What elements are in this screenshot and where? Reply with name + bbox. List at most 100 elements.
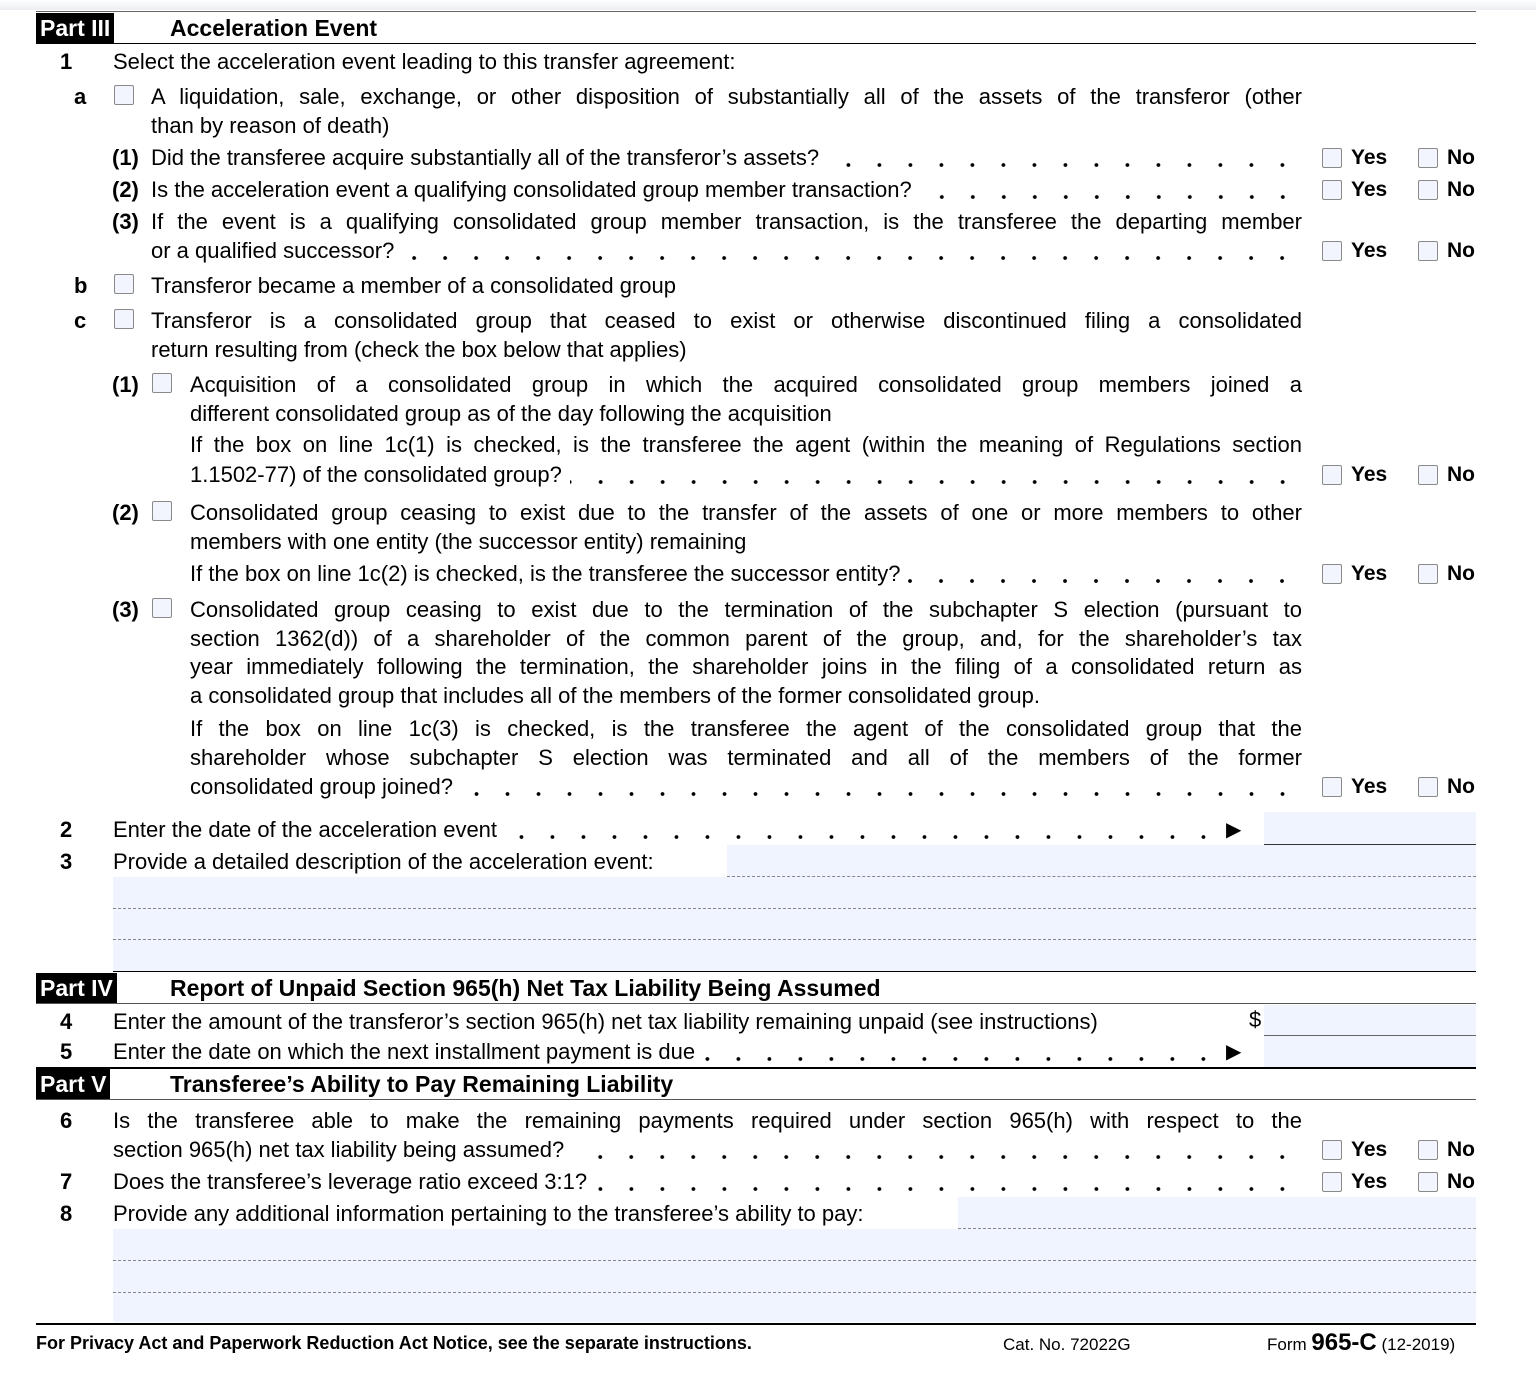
line-1a-text: than by reason of death)	[151, 113, 390, 138]
line-1c2-text: If the box on line 1c(2) is checked, is …	[190, 561, 901, 586]
line-1c-text: return resulting from (check the box bel…	[151, 337, 687, 362]
no-label: No	[1447, 1138, 1475, 1161]
line-6: section 965(h) net tax liability being a…	[113, 1137, 1302, 1163]
dot-leader	[569, 462, 1302, 488]
dot-leader	[572, 1137, 1302, 1163]
line-1a2-text: Is the acceleration event a qualifying c…	[151, 177, 912, 202]
line-1c2-text: members with one entity (the successor e…	[190, 529, 747, 554]
yes-label: Yes	[1351, 562, 1388, 585]
line-1c1-text: different consolidated group as of the d…	[190, 401, 832, 426]
line-2: Enter the date of the acceleration event	[113, 817, 1223, 843]
line-1a-text: A liquidation, sale, exchange, or other …	[151, 84, 1302, 109]
part-v-title: Transferee’s Ability to Pay Remaining Li…	[170, 1071, 674, 1097]
no-label: No	[1447, 178, 1475, 201]
sub-label: (2)	[112, 500, 139, 525]
dot-leader	[402, 238, 1302, 264]
form-prefix: Form	[1267, 1335, 1312, 1354]
no-label: No	[1447, 463, 1475, 486]
description-textarea[interactable]	[113, 845, 1476, 972]
line-1b-text: Transferor became a member of a consolid…	[151, 273, 677, 298]
line-number: 2	[60, 817, 73, 842]
dot-leader	[595, 1169, 1302, 1195]
line-1c1-text: If the box on line 1c(1) is checked, is …	[190, 432, 1302, 457]
yes-label: Yes	[1351, 463, 1388, 486]
no-checkbox-1c3[interactable]	[1418, 777, 1438, 797]
line-1c3-text: shareholder whose subchapter S election …	[190, 745, 1302, 770]
no-label: No	[1447, 239, 1475, 262]
unpaid-liability-input[interactable]	[1264, 1005, 1476, 1036]
checkbox-1c3[interactable]	[152, 598, 172, 618]
privacy-notice: For Privacy Act and Paperwork Reduction …	[36, 1333, 752, 1353]
line-1c2-text: Consolidated group ceasing to exist due …	[190, 500, 1302, 525]
line-number: 4	[60, 1009, 73, 1034]
form-revision: (12-2019)	[1376, 1335, 1456, 1354]
dot-leader	[505, 817, 1223, 843]
line-1c-text: Transferor is a consolidated group that …	[151, 308, 1302, 333]
sub-label: (1)	[112, 145, 139, 170]
checkbox-1b[interactable]	[114, 274, 134, 294]
form-number: 965-C	[1311, 1329, 1377, 1356]
line-number: 1	[60, 49, 73, 74]
line-number: 8	[60, 1201, 73, 1226]
no-checkbox-1c2[interactable]	[1418, 564, 1438, 584]
divider	[36, 1323, 1476, 1325]
yes-checkbox-6[interactable]	[1322, 1140, 1342, 1160]
yes-checkbox-1c2[interactable]	[1322, 564, 1342, 584]
form-id: Form 965-C (12-2019)	[1267, 1331, 1455, 1357]
line-1c3-text: section 1362(d)) of a shareholder of the…	[190, 626, 1302, 651]
divider	[36, 11, 1476, 12]
line-5: Enter the date on which the next install…	[113, 1039, 1223, 1065]
part-iii-label: Part III	[36, 13, 115, 43]
line-1a3-text: or a qualified successor?	[151, 238, 395, 263]
line-5-text: Enter the date on which the next install…	[113, 1039, 696, 1064]
top-shadow	[0, 0, 1536, 10]
line-1a1: Did the transferee acquire substantially…	[151, 145, 1302, 171]
yes-checkbox-7[interactable]	[1322, 1172, 1342, 1192]
arrow-icon: ▶	[1226, 1041, 1242, 1063]
acceleration-date-input[interactable]	[1264, 812, 1476, 845]
line-1c1-text: Acquisition of a consolidated group in w…	[190, 372, 1302, 397]
line-4-text: Enter the amount of the transferor’s sec…	[113, 1009, 1098, 1034]
line-2-text: Enter the date of the acceleration event	[113, 817, 498, 842]
no-checkbox-1a3[interactable]	[1418, 241, 1438, 261]
line-1c2-question: If the box on line 1c(2) is checked, is …	[190, 561, 1302, 587]
checkbox-1c[interactable]	[114, 309, 134, 329]
dollar-sign: $	[1249, 1007, 1262, 1032]
no-label: No	[1447, 146, 1475, 169]
line-1c3-text: consolidated group joined?	[190, 774, 453, 799]
no-checkbox-1a1[interactable]	[1418, 148, 1438, 168]
line-number: 7	[60, 1169, 73, 1194]
line-1a1-text: Did the transferee acquire substantially…	[151, 145, 820, 170]
sub-label: (3)	[112, 597, 139, 622]
no-checkbox-1c1[interactable]	[1418, 465, 1438, 485]
checkbox-1c2[interactable]	[152, 501, 172, 521]
line-1c3-question: consolidated group joined?	[190, 774, 1302, 800]
no-checkbox-7[interactable]	[1418, 1172, 1438, 1192]
no-checkbox-1a2[interactable]	[1418, 180, 1438, 200]
line-letter: c	[74, 308, 87, 333]
yes-label: Yes	[1351, 178, 1388, 201]
yes-checkbox-1a2[interactable]	[1322, 180, 1342, 200]
line-1-text: Select the acceleration event leading to…	[113, 49, 736, 74]
part-iv-label: Part IV	[36, 973, 117, 1003]
dot-leader	[703, 1039, 1223, 1065]
yes-checkbox-1c1[interactable]	[1322, 465, 1342, 485]
no-checkbox-6[interactable]	[1418, 1140, 1438, 1160]
line-3-text: Provide a detailed description of the ac…	[113, 849, 654, 874]
additional-info-textarea[interactable]	[113, 1197, 1476, 1324]
installment-date-input[interactable]	[1264, 1036, 1476, 1067]
checkbox-1c1[interactable]	[152, 373, 172, 393]
part-iii-title: Acceleration Event	[170, 15, 378, 41]
yes-checkbox-1c3[interactable]	[1322, 777, 1342, 797]
yes-checkbox-1a3[interactable]	[1322, 241, 1342, 261]
yes-checkbox-1a1[interactable]	[1322, 148, 1342, 168]
yes-label: Yes	[1351, 1138, 1388, 1161]
line-letter: a	[74, 84, 87, 109]
dot-leader	[908, 561, 1302, 587]
checkbox-1a[interactable]	[114, 85, 134, 105]
part-v-label: Part V	[36, 1069, 111, 1099]
line-1c3-text: If the box on line 1c(3) is checked, is …	[190, 716, 1302, 741]
divider	[36, 1067, 1476, 1069]
divider	[36, 1099, 1476, 1100]
